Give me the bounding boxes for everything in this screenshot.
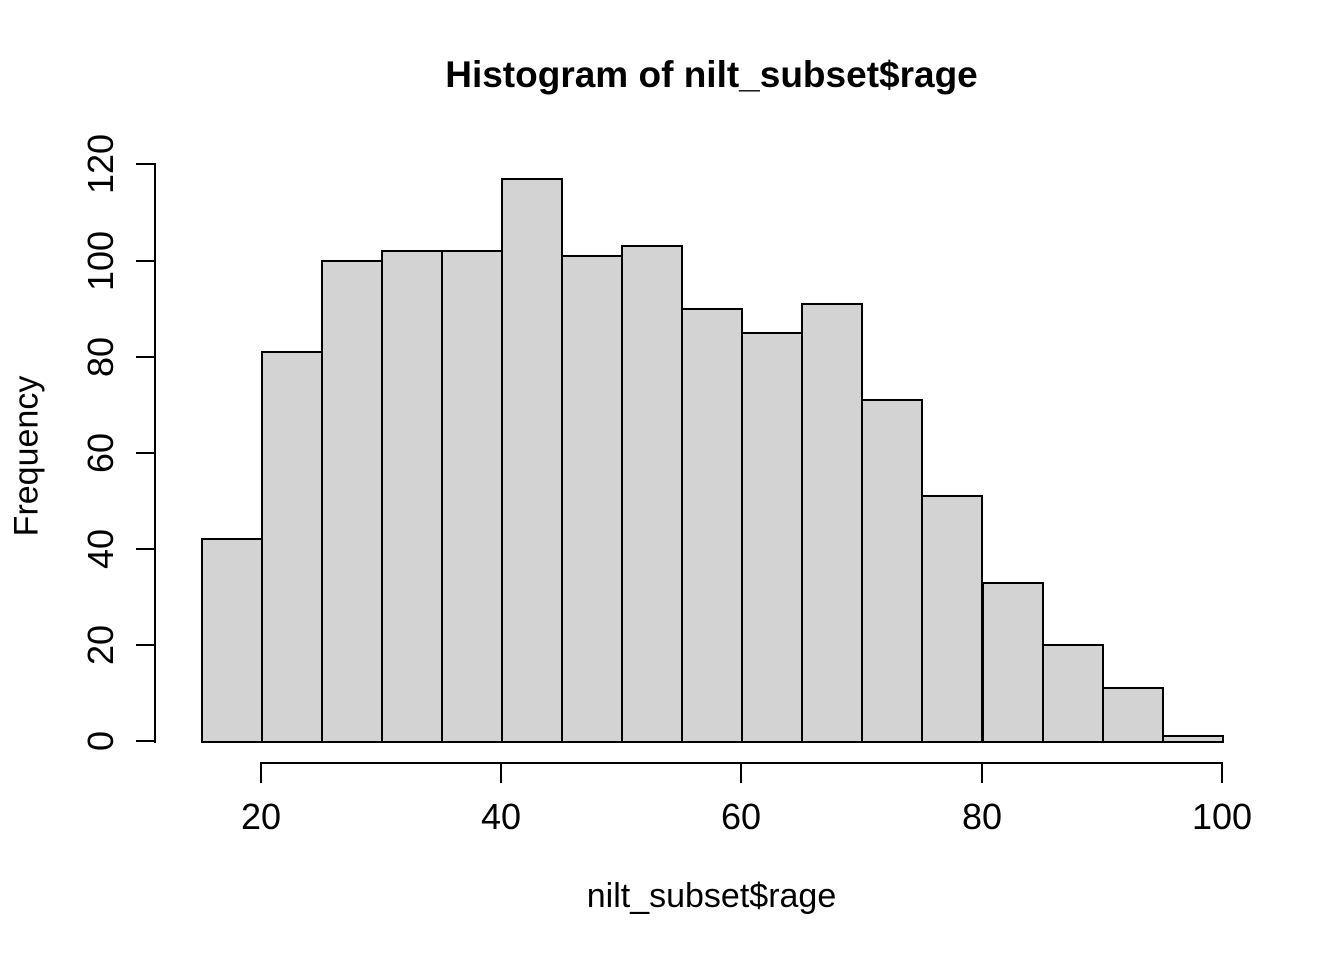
y-tick-label-text: 40 xyxy=(80,528,121,570)
histogram-bar-70-75 xyxy=(861,399,923,743)
histogram-bar-85-90 xyxy=(1042,644,1104,743)
y-tick-label-text: 60 xyxy=(80,432,121,474)
y-tick-label-text: 100 xyxy=(80,230,121,292)
y-tick-label-text: 80 xyxy=(80,336,121,378)
y-tick-40 xyxy=(136,548,155,550)
histogram-bar-80-85 xyxy=(982,582,1044,743)
y-tick-label-text: 20 xyxy=(80,624,121,666)
histogram-bar-40-45 xyxy=(501,178,563,743)
x-tick-label-60: 60 xyxy=(720,796,762,837)
chart-title: Histogram of nilt_subset$rage xyxy=(445,54,978,95)
histogram-bar-35-40 xyxy=(441,250,503,743)
y-axis-line xyxy=(154,163,156,743)
histogram-bar-65-70 xyxy=(801,303,863,743)
x-tick-60 xyxy=(740,763,742,783)
histogram-bar-15-20 xyxy=(201,538,263,743)
histogram-bar-20-25 xyxy=(261,351,323,743)
y-tick-label-text: 0 xyxy=(80,730,121,752)
y-tick-label-text: 120 xyxy=(80,133,121,195)
x-tick-100 xyxy=(1221,763,1223,783)
histogram-bar-50-55 xyxy=(621,245,683,743)
y-tick-60 xyxy=(136,452,155,454)
histogram-bar-90-95 xyxy=(1102,687,1164,743)
x-tick-label-20: 20 xyxy=(240,796,282,837)
y-tick-80 xyxy=(136,356,155,358)
histogram-bar-95-100 xyxy=(1162,735,1224,743)
x-tick-20 xyxy=(260,763,262,783)
x-tick-label-40: 40 xyxy=(480,796,522,837)
x-tick-label-80: 80 xyxy=(961,796,1003,837)
y-tick-20 xyxy=(136,644,155,646)
y-axis-label-text: Frequency xyxy=(7,375,46,537)
y-tick-0 xyxy=(136,740,155,742)
x-tick-label-100: 100 xyxy=(1191,796,1253,837)
histogram-bar-75-80 xyxy=(921,495,983,743)
x-tick-80 xyxy=(981,763,983,783)
y-tick-120 xyxy=(136,163,155,165)
x-tick-40 xyxy=(500,763,502,783)
histogram-bar-60-65 xyxy=(741,332,803,743)
histogram-bar-55-60 xyxy=(681,308,743,743)
x-axis-label: nilt_subset$rage xyxy=(586,877,837,915)
histogram-bar-30-35 xyxy=(381,250,443,743)
histogram-bar-45-50 xyxy=(561,255,623,743)
y-tick-100 xyxy=(136,260,155,262)
histogram-bar-25-30 xyxy=(321,260,383,743)
